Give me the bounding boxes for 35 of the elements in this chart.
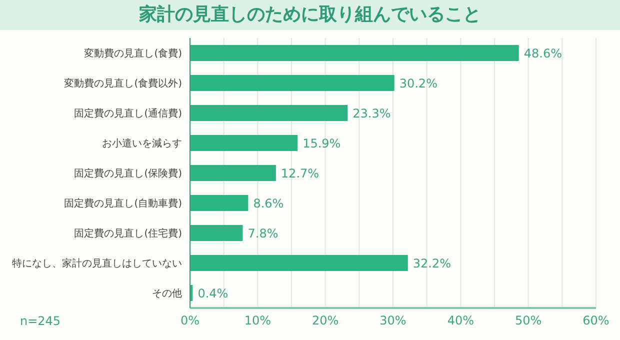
data-label: 8.6% — [253, 196, 284, 210]
data-label: 0.4% — [198, 286, 228, 300]
bar — [190, 105, 348, 121]
text: n=245 — [20, 314, 61, 328]
data-label: 15.9% — [302, 136, 341, 150]
y-tick-label: 固定費の見直し(保険費) — [74, 168, 182, 180]
bar — [190, 195, 248, 211]
y-tick-label: 変動費の見直し(食費) — [84, 48, 182, 60]
x-tick-label: 60% — [582, 314, 610, 328]
x-tick-label: 40% — [447, 314, 474, 328]
data-label: 30.2% — [399, 76, 438, 90]
bar — [190, 255, 408, 271]
y-tick-label: その他 — [152, 288, 182, 300]
data-label: 23.3% — [352, 106, 391, 120]
bar — [190, 135, 298, 151]
bar — [190, 165, 276, 181]
x-tick-label: 10% — [244, 314, 272, 328]
data-label: 7.8% — [248, 226, 278, 240]
bar — [190, 45, 519, 61]
x-tick-label: 50% — [514, 314, 542, 328]
data-label: 32.2% — [412, 256, 452, 270]
y-tick-label: 固定費の見直し(住宅費) — [74, 228, 182, 240]
y-tick-label: 固定費の見直し(通信費) — [74, 108, 182, 120]
data-label: 12.7% — [280, 166, 320, 180]
y-tick-label: お小遣いを減らす — [102, 138, 182, 150]
y-tick-label: 特になし、家計の見直しはしていない — [12, 258, 182, 270]
x-tick-label: 0% — [180, 314, 200, 328]
bar — [190, 225, 243, 241]
y-tick-label: 変動費の見直し(食費以外) — [64, 78, 182, 90]
x-tick-label: 30% — [380, 314, 406, 328]
chart-title: 家計の見直しのために取り組んでいること — [0, 0, 620, 30]
y-tick-label: 固定費の見直し(自動車費) — [64, 198, 182, 210]
bar — [190, 75, 394, 91]
data-label: 48.6% — [524, 46, 562, 60]
x-tick-label: 20% — [312, 314, 339, 328]
